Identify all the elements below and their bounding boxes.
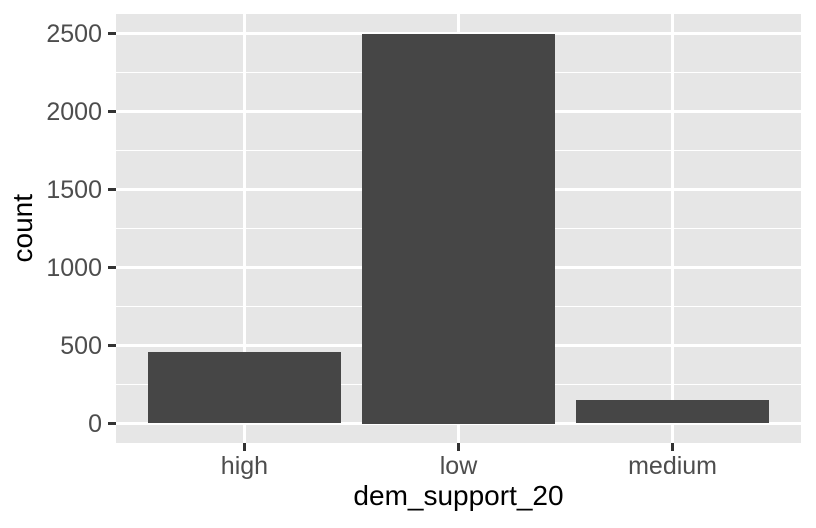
vertical-gridline: [671, 14, 674, 443]
y-tick-mark: [108, 422, 116, 425]
y-tick-label: 0: [88, 409, 102, 438]
y-tick-label: 2500: [46, 19, 102, 48]
bar-high: [148, 351, 341, 424]
y-axis-title: count: [7, 194, 38, 263]
y-tick-mark: [108, 266, 116, 269]
y-tick-mark: [108, 344, 116, 347]
x-tick-mark: [243, 443, 246, 451]
x-tick-label: high: [220, 452, 269, 480]
x-tick-mark: [671, 443, 674, 451]
y-tick-label: 2000: [46, 97, 102, 126]
y-axis-title-wrap: count: [2, 14, 44, 443]
x-tick-label: low: [439, 452, 478, 480]
bar-medium: [576, 400, 769, 424]
y-tick-mark: [108, 188, 116, 191]
x-axis-title: dem_support_20: [353, 480, 564, 511]
y-tick-label: 500: [60, 331, 102, 360]
bar-low: [362, 33, 555, 424]
y-tick-mark: [108, 32, 116, 35]
y-tick-mark: [108, 110, 116, 113]
y-tick-label: 1000: [46, 253, 102, 282]
vertical-gridline: [243, 14, 246, 443]
x-tick-label: medium: [628, 452, 718, 480]
plot-panel: [116, 14, 801, 443]
x-tick-mark: [457, 443, 460, 451]
y-tick-label: 1500: [46, 175, 102, 204]
